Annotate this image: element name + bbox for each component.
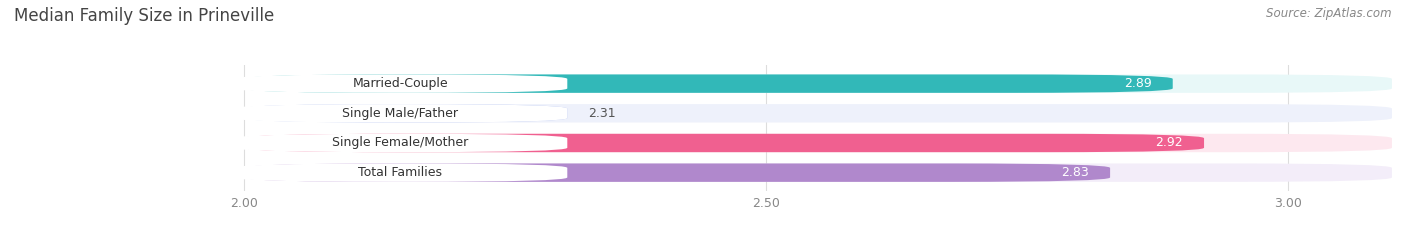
FancyBboxPatch shape: [233, 134, 567, 152]
FancyBboxPatch shape: [243, 164, 1111, 182]
Text: Single Female/Mother: Single Female/Mother: [332, 137, 468, 150]
Text: Single Male/Father: Single Male/Father: [342, 107, 458, 120]
FancyBboxPatch shape: [243, 164, 1392, 182]
Text: Source: ZipAtlas.com: Source: ZipAtlas.com: [1267, 7, 1392, 20]
Text: Married-Couple: Married-Couple: [353, 77, 449, 90]
FancyBboxPatch shape: [233, 104, 567, 123]
FancyBboxPatch shape: [243, 134, 1204, 152]
Text: 2.89: 2.89: [1125, 77, 1152, 90]
Text: Total Families: Total Families: [359, 166, 443, 179]
Text: 2.83: 2.83: [1062, 166, 1090, 179]
FancyBboxPatch shape: [243, 104, 1392, 123]
Text: 2.31: 2.31: [588, 107, 616, 120]
FancyBboxPatch shape: [243, 134, 1392, 152]
FancyBboxPatch shape: [233, 74, 567, 93]
FancyBboxPatch shape: [243, 104, 567, 123]
Text: Median Family Size in Prineville: Median Family Size in Prineville: [14, 7, 274, 25]
FancyBboxPatch shape: [243, 74, 1392, 93]
FancyBboxPatch shape: [233, 164, 567, 182]
Text: 2.92: 2.92: [1156, 137, 1184, 150]
FancyBboxPatch shape: [243, 74, 1173, 93]
